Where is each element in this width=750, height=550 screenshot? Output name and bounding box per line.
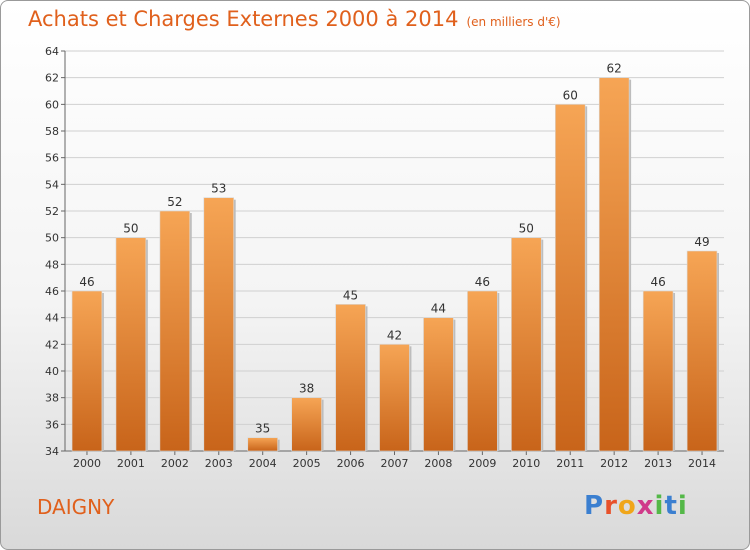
bar-2011 [554,104,586,452]
data-label: 60 [563,88,578,102]
bar-2002 [159,210,191,452]
data-label: 46 [79,275,94,289]
data-label: 50 [519,222,534,236]
data-label: 46 [475,275,490,289]
logo-letter: i [654,491,665,521]
x-tick-label: 2002 [161,457,189,470]
data-label: 35 [255,422,270,436]
logo-letter: i [677,491,688,521]
data-label: 38 [299,382,314,396]
chart-subtitle: (en milliers d'€) [466,15,561,29]
bar-2000 [71,290,103,452]
bar-2014 [686,250,718,452]
y-tick-label: 34 [45,445,59,458]
y-tick-label: 40 [45,365,59,378]
x-tick-label: 2008 [424,457,452,470]
data-labels: 46 50 52 53 35 38 45 42 44 46 50 60 62 46 49 [79,62,709,436]
bar-2001 [115,237,147,452]
y-tick-label: 42 [45,338,59,351]
data-label: 53 [211,182,226,196]
logo-letter: x [636,491,655,521]
y-tick-label: 56 [45,152,59,165]
x-tick-label: 2013 [644,457,672,470]
bar-2010 [511,237,542,452]
y-tick-label: 38 [45,392,59,405]
bar-2006 [335,304,366,452]
logo-letter: r [604,491,618,521]
y-tick-label: 52 [45,205,59,218]
bar-2009 [467,290,498,452]
data-label: 50 [123,222,138,236]
y-tick-label: 62 [45,72,59,85]
x-tick-label: 2003 [205,457,233,470]
bar-2013 [642,290,674,452]
data-label: 45 [343,288,358,302]
chart-title-text: Achats et Charges Externes 2000 à 2014 [28,7,459,31]
chart-title: Achats et Charges Externes 2000 à 2014 (e… [28,7,561,31]
data-label: 52 [167,195,182,209]
data-label: 44 [431,302,446,316]
y-tick-label: 44 [45,312,59,325]
y-tick-label: 36 [45,418,59,431]
logo-letter: t [664,491,678,521]
y-tick-label: 64 [45,45,59,58]
data-label: 42 [387,328,402,342]
x-tick-label: 2006 [337,457,365,470]
data-label: 46 [650,275,665,289]
x-tick-label: 2012 [600,457,628,470]
bar-2007 [379,344,410,452]
logo-letter: P [584,491,605,521]
x-tick-label: 2001 [117,457,145,470]
bar-2005 [291,397,322,452]
logo-letter: o [617,491,637,521]
x-tick-label: 2011 [556,457,584,470]
x-tick-label: 2004 [249,457,277,470]
y-tick-label: 50 [45,232,59,245]
bars [71,77,719,452]
y-tick-label: 54 [45,178,59,191]
x-tick-label: 2010 [512,457,540,470]
y-tick-label: 48 [45,258,59,271]
bar-2003 [203,197,235,452]
data-label: 49 [694,235,709,249]
x-tick-label: 2005 [293,457,321,470]
x-tick-label: 2014 [688,457,716,470]
y-tick-label: 46 [45,285,59,298]
bar-2012 [598,77,630,452]
bar-2004 [247,437,278,452]
bar-2008 [423,317,454,452]
proxiti-logo: Proxiti [584,491,688,521]
y-tick-label: 60 [45,98,59,111]
x-tick-label: 2007 [381,457,409,470]
y-tick-label: 58 [45,125,59,138]
x-tick-label: 2009 [468,457,496,470]
x-tick-label: 2000 [73,457,101,470]
data-label: 62 [607,62,622,76]
commune-name: DAIGNY [37,495,115,519]
